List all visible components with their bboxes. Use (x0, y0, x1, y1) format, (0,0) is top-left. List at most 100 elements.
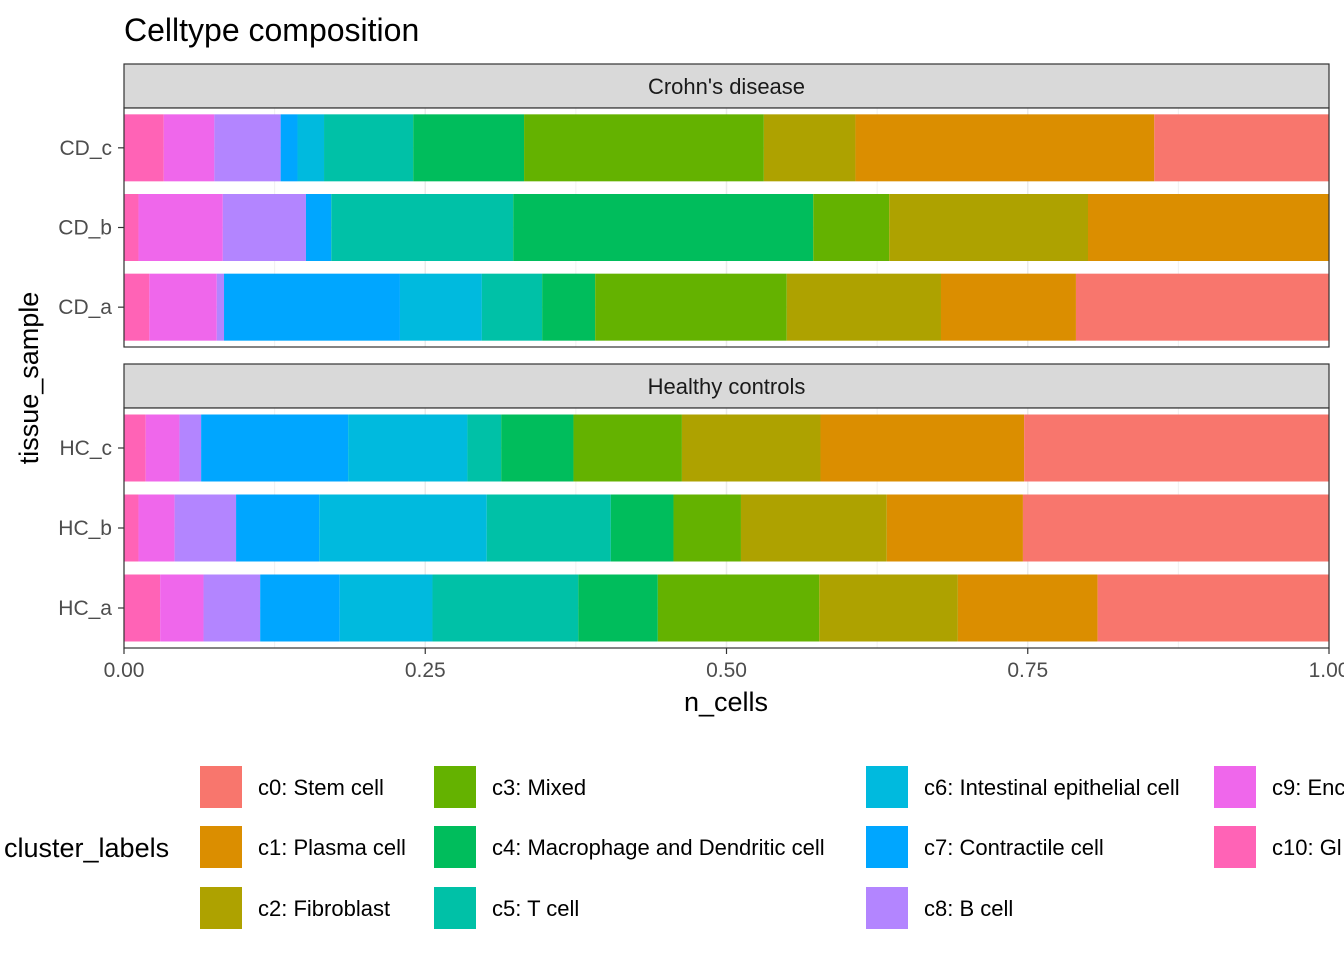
bar-segment-HC_c-c9 (145, 414, 180, 482)
bar-segment-CD_c-c2 (763, 114, 856, 182)
bar-segment-CD_a-c9 (149, 273, 217, 341)
bar-segment-CD_c-c10 (124, 114, 164, 182)
facet-strip (123, 63, 1330, 109)
bar-segment-CD_a-c0 (1075, 273, 1329, 341)
legend-swatch-c9 (1214, 766, 1256, 808)
bar-segment-HC_c-c1 (820, 414, 1025, 482)
bar-segment-HC_a-c8 (203, 574, 261, 642)
bar-segment-CD_a-c1 (940, 273, 1076, 341)
bar-segment-CD_b-c10 (124, 194, 139, 261)
legend-title: cluster_labels (4, 833, 169, 863)
bar-segment-HC_b-c8 (174, 494, 237, 562)
bar-segment-CD_c-c7 (280, 114, 298, 182)
legend-label-c6: c6: Intestinal epithelial cell (924, 775, 1180, 800)
facet-strip-label: Crohn's disease (648, 74, 805, 99)
bar-segment-HC_a-c1 (957, 574, 1098, 642)
chart-title: Celltype composition (124, 12, 419, 48)
y-axis-title: tissue_sample (14, 292, 44, 465)
bar-segment-HC_c-c5 (467, 414, 502, 482)
y-tick-label: HC_c (59, 437, 112, 460)
bar-segment-CD_c-c4 (413, 114, 525, 182)
bar-segment-HC_c-c7 (201, 414, 349, 482)
bar-segment-HC_a-c4 (578, 574, 658, 642)
bar-segment-HC_b-c6 (319, 494, 487, 562)
bar-segment-HC_b-c3 (673, 494, 741, 562)
y-tick-label: CD_b (58, 217, 112, 240)
x-tick-label: 1.00 (1309, 659, 1344, 682)
bar-segment-HC_c-c3 (573, 414, 682, 482)
bar-segment-CD_c-c5 (324, 114, 414, 182)
bar-segment-CD_b-c9 (138, 194, 223, 261)
bar-segment-CD_c-c8 (214, 114, 281, 182)
bar-segment-HC_c-c6 (348, 414, 468, 482)
bar-segment-CD_c-c9 (163, 114, 215, 182)
x-axis: 0.00 0.25 0.50 0.75 1.00 (104, 648, 1344, 682)
facet-panel: Crohn's disease CD_c CD_b CD_a (58, 63, 1330, 348)
bar-segment-CD_c-c1 (855, 114, 1155, 182)
bar-segment-HC_b-c2 (740, 494, 887, 562)
bar-segment-HC_a-c2 (819, 574, 958, 642)
bar-segment-CD_b-c8 (222, 194, 306, 261)
bar-segment-HC_c-c0 (1024, 414, 1329, 482)
bar-segment-CD_a-c3 (595, 273, 787, 341)
legend-label-c10: c10: Gl (1272, 835, 1342, 860)
legend-label-c1: c1: Plasma cell (258, 835, 406, 860)
legend-swatch-c0 (200, 766, 242, 808)
bar-segment-HC_b-c1 (886, 494, 1023, 562)
bar-segment-HC_b-c4 (610, 494, 674, 562)
bar-segment-HC_b-c9 (138, 494, 175, 562)
legend-swatch-c10 (1214, 826, 1256, 868)
legend-label-c0: c0: Stem cell (258, 775, 384, 800)
legend-swatch-c4 (434, 826, 476, 868)
bar-segment-CD_b-c7 (305, 194, 332, 261)
bar-segment-CD_b-c2 (889, 194, 1088, 261)
bar-segment-HC_a-c9 (160, 574, 204, 642)
bar-segment-CD_a-c8 (216, 273, 225, 341)
bar-segment-HC_a-c0 (1097, 574, 1329, 642)
facet-panels: Crohn's disease CD_c CD_b CD_a Healthy contr… (58, 63, 1330, 649)
x-tick-label: 0.00 (104, 659, 145, 682)
legend-swatch-c7 (866, 826, 908, 868)
bar-segment-CD_a-c5 (481, 273, 543, 341)
x-tick-label: 0.75 (1007, 659, 1048, 682)
bar-segment-HC_b-c5 (486, 494, 611, 562)
legend-label-c4: c4: Macrophage and Dendritic cell (492, 835, 825, 860)
bar-segment-CD_c-c6 (297, 114, 325, 182)
bar-segment-HC_b-c7 (236, 494, 320, 562)
bar-segment-CD_b-c3 (813, 194, 890, 261)
bar-segment-CD_c-c3 (524, 114, 764, 182)
bar-segment-HC_a-c6 (339, 574, 433, 642)
legend-label-c3: c3: Mixed (492, 775, 586, 800)
facet-strip (123, 363, 1330, 409)
bar-segment-CD_a-c6 (399, 273, 482, 341)
facet-strip-label: Healthy controls (648, 374, 806, 399)
y-tick-label: CD_c (59, 137, 112, 160)
bar-segment-HC_b-c0 (1022, 494, 1329, 562)
legend-swatch-c3 (434, 766, 476, 808)
panel-border (123, 107, 1330, 348)
legend-label-c8: c8: B cell (924, 896, 1013, 921)
bar-segment-CD_a-c2 (786, 273, 941, 341)
bar-segment-CD_a-c7 (224, 273, 400, 341)
legend-label-c5: c5: T cell (492, 896, 579, 921)
bar-segment-CD_b-c1 (1088, 194, 1329, 261)
bar-segment-HC_c-c2 (681, 414, 821, 482)
legend-label-c2: c2: Fibroblast (258, 896, 390, 921)
bar-segment-HC_c-c8 (179, 414, 202, 482)
y-tick-label: HC_a (58, 597, 112, 620)
bar-segment-CD_a-c4 (542, 273, 596, 341)
bar-segment-HC_b-c10 (124, 494, 139, 562)
legend-label-c7: c7: Contractile cell (924, 835, 1104, 860)
legend-label-c9: c9: Enc (1272, 775, 1344, 800)
x-tick-label: 0.50 (706, 659, 747, 682)
bar-segment-HC_c-c4 (501, 414, 574, 482)
bar-segment-HC_a-c3 (657, 574, 820, 642)
bar-segment-CD_b-c4 (513, 194, 814, 261)
x-axis-title: n_cells (684, 687, 768, 717)
x-tick-label: 0.25 (405, 659, 446, 682)
legend-swatch-c5 (434, 887, 476, 929)
bar-segment-CD_a-c10 (124, 273, 150, 341)
bar-segment-HC_a-c5 (432, 574, 579, 642)
legend-swatch-c2 (200, 887, 242, 929)
